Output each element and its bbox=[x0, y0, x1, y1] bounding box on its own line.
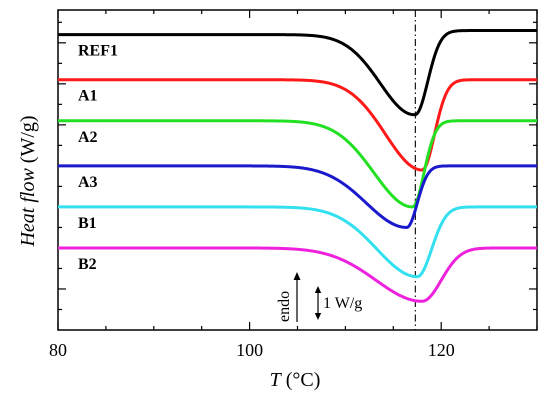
series-line-b2 bbox=[57, 246, 538, 303]
scale-bar-head-top bbox=[314, 286, 322, 293]
series-label-ref1: REF1 bbox=[78, 43, 118, 60]
series-line-a2 bbox=[57, 119, 538, 209]
endo-arrow-head bbox=[293, 272, 301, 280]
y-axis-title-italic: Heat flow bbox=[17, 168, 39, 248]
endo-label: endo bbox=[276, 291, 293, 322]
series-label-a1: A1 bbox=[78, 88, 98, 105]
plot-layer: 80 100 120 REF1 A1 A2 A3 B1 B2 bbox=[49, 9, 538, 360]
x-tick-label: 100 bbox=[236, 340, 263, 360]
series-label-a3: A3 bbox=[78, 174, 98, 191]
scale-bar-label: 1 W/g bbox=[323, 295, 362, 312]
x-axis-title-unit: (°C) bbox=[281, 369, 321, 391]
x-tick-label: 120 bbox=[428, 340, 455, 360]
series-line-a3 bbox=[57, 164, 538, 229]
series-line-b1 bbox=[57, 205, 538, 279]
x-axis-title-symbol: T bbox=[270, 369, 283, 391]
series-label-b2: B2 bbox=[78, 256, 97, 273]
series-line-a1 bbox=[57, 78, 538, 172]
scale-bar-head-bottom bbox=[314, 313, 322, 320]
x-axis-title: T (°C) bbox=[270, 369, 321, 391]
y-axis-title: Heat flow (W/g) bbox=[17, 115, 39, 247]
series-label-b1: B1 bbox=[78, 215, 97, 232]
series-label-a2: A2 bbox=[78, 129, 98, 146]
y-axis-title-unit: (W/g) bbox=[17, 115, 39, 168]
x-tick-label: 80 bbox=[49, 340, 67, 360]
series-line-ref1 bbox=[57, 29, 538, 117]
